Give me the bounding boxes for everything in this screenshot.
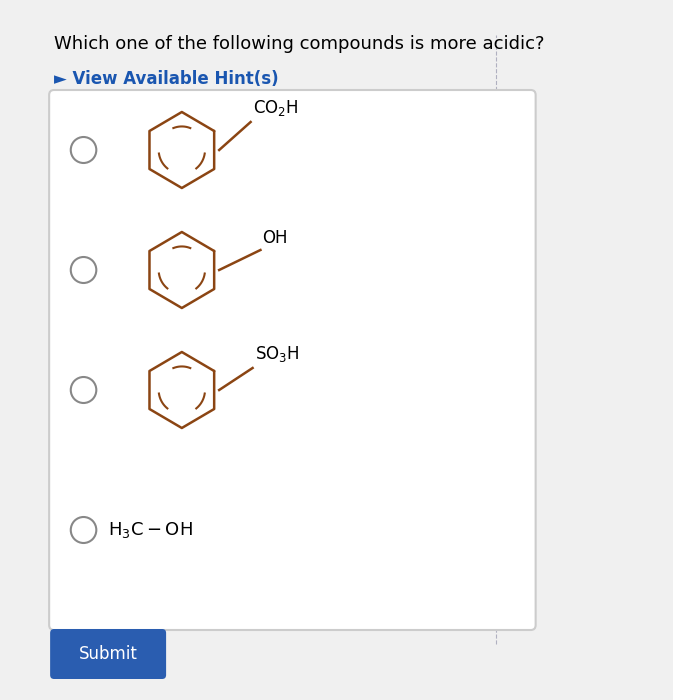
Text: Which one of the following compounds is more acidic?: Which one of the following compounds is …	[54, 35, 544, 53]
FancyBboxPatch shape	[49, 90, 536, 630]
FancyBboxPatch shape	[50, 629, 166, 679]
Text: OH: OH	[262, 229, 288, 247]
Text: $\mathregular{CO_2H}$: $\mathregular{CO_2H}$	[252, 98, 298, 118]
Text: $\mathregular{SO_3H}$: $\mathregular{SO_3H}$	[254, 344, 299, 364]
Text: Submit: Submit	[79, 645, 137, 663]
Text: $\mathregular{H_3C-OH}$: $\mathregular{H_3C-OH}$	[108, 520, 193, 540]
Text: ► View Available Hint(s): ► View Available Hint(s)	[54, 70, 279, 88]
